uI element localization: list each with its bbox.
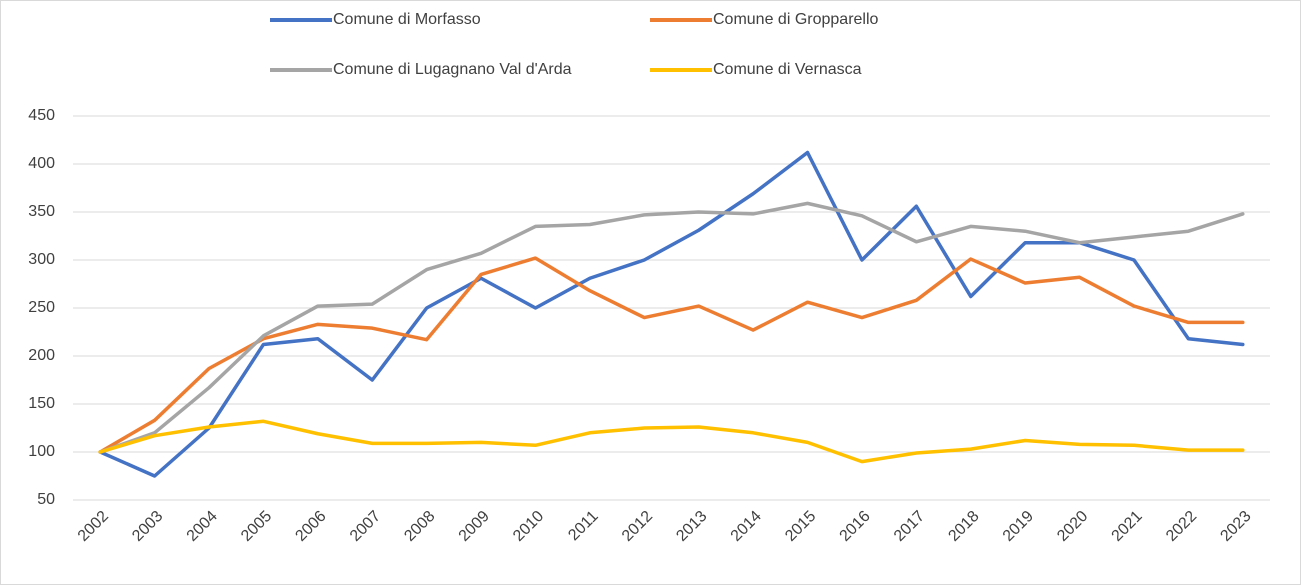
y-tick-label: 250 — [28, 299, 55, 316]
legend-label: Comune di Lugagnano Val d'Arda — [333, 61, 572, 78]
y-tick-label: 350 — [28, 203, 55, 220]
series-line — [98, 201, 1245, 454]
y-tick-label: 400 — [28, 155, 55, 172]
y-tick-label: 150 — [28, 395, 55, 412]
y-tick-label: 300 — [28, 251, 55, 268]
legend-label: Comune di Vernasca — [713, 61, 862, 78]
y-tick-label: 50 — [37, 491, 55, 508]
y-tick-label: 100 — [28, 443, 55, 460]
y-tick-label: 200 — [28, 347, 55, 364]
series-line — [98, 419, 1245, 464]
y-tick-label: 450 — [28, 107, 55, 124]
series-line — [98, 150, 1245, 478]
legend-label: Comune di Morfasso — [333, 11, 481, 28]
legend-label: Comune di Gropparello — [713, 11, 879, 28]
series-line — [98, 256, 1245, 454]
